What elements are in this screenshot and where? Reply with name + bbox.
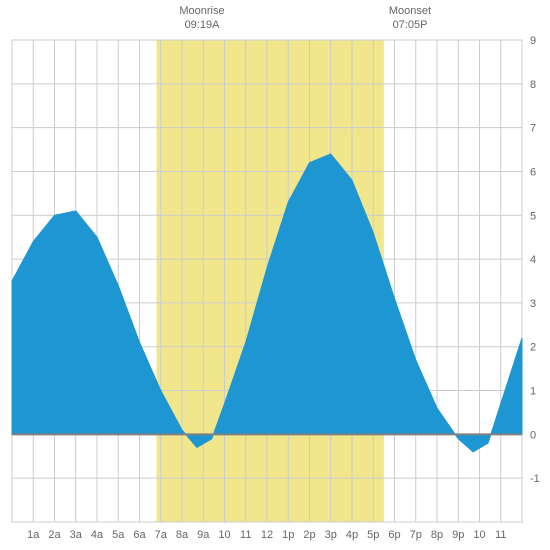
x-tick-label: 9p (452, 529, 464, 541)
y-tick-label: 6 (530, 166, 536, 178)
x-tick-label: 7p (410, 529, 422, 541)
x-tick-label: 6a (133, 529, 146, 541)
y-tick-label: 4 (530, 254, 536, 266)
x-tick-label: 3a (70, 529, 83, 541)
y-tick-label: 2 (530, 342, 536, 354)
x-tick-label: 10 (218, 529, 230, 541)
x-tick-label: 1a (27, 529, 40, 541)
x-tick-label: 2p (303, 529, 315, 541)
moonset-annotation: Moonset 07:05P (380, 4, 440, 33)
x-tick-label: 5p (367, 529, 379, 541)
y-tick-label: -1 (530, 473, 540, 485)
x-tick-label: 10 (473, 529, 485, 541)
x-tick-label: 8p (431, 529, 443, 541)
moonset-label: Moonset (380, 4, 440, 18)
y-tick-label: 1 (530, 386, 536, 398)
moonrise-label: Moonrise (172, 4, 232, 18)
x-tick-label: 4a (91, 529, 104, 541)
moonrise-annotation: Moonrise 09:19A (172, 4, 232, 33)
y-tick-label: 0 (530, 429, 536, 441)
moonrise-time: 09:19A (172, 18, 232, 32)
x-tick-label: 7a (155, 529, 168, 541)
y-tick-label: 8 (530, 79, 536, 91)
x-tick-label: 9a (197, 529, 210, 541)
x-tick-label: 2a (48, 529, 61, 541)
x-tick-label: 12 (261, 529, 273, 541)
y-tick-label: 5 (530, 210, 536, 222)
x-tick-label: 8a (176, 529, 189, 541)
x-tick-label: 4p (346, 529, 358, 541)
x-tick-label: 3p (325, 529, 337, 541)
tide-chart: Moonrise 09:19A Moonset 07:05P -10123456… (0, 0, 550, 550)
x-tick-label: 6p (388, 529, 400, 541)
y-tick-label: 9 (530, 35, 536, 47)
x-tick-label: 1p (282, 529, 294, 541)
y-tick-label: 3 (530, 298, 536, 310)
chart-svg: -101234567891a2a3a4a5a6a7a8a9a1011121p2p… (0, 0, 550, 550)
moonset-time: 07:05P (380, 18, 440, 32)
x-tick-label: 5a (112, 529, 125, 541)
y-tick-label: 7 (530, 123, 536, 135)
x-tick-label: 11 (495, 529, 506, 541)
x-tick-label: 11 (240, 529, 251, 541)
